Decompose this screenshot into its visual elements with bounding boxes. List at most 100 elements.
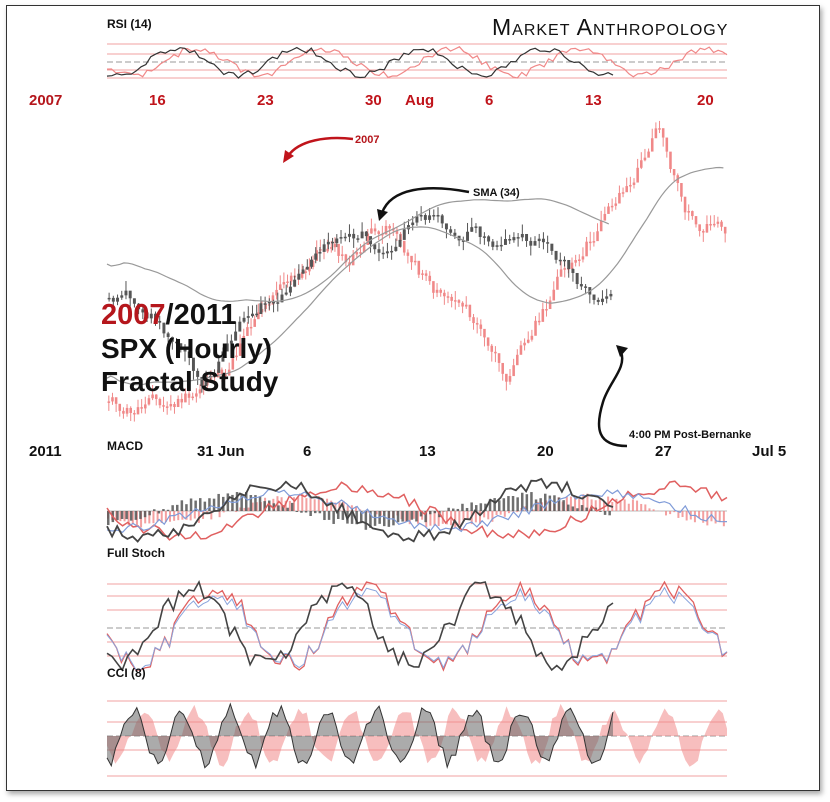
- candle-2007-bar: [548, 300, 552, 310]
- macd-hist-2011: [461, 503, 464, 511]
- candle-2011-bar: [533, 241, 537, 246]
- candle-2007-bar: [709, 224, 712, 226]
- stoch-2007-line: [106, 580, 728, 672]
- macd-hist-2007: [222, 511, 225, 513]
- top-axis-tick: Aug: [405, 92, 434, 109]
- macd-hist-2007: [503, 511, 506, 517]
- candle-2011-bar: [411, 222, 415, 226]
- macd-hist-2007: [693, 511, 696, 523]
- macd-hist-2007: [594, 500, 597, 511]
- sma-2011-line: [106, 198, 610, 303]
- macd-hist-2007: [412, 511, 415, 519]
- candle-2011-bar: [288, 286, 292, 293]
- stoch-panel: [106, 580, 728, 672]
- macd-hist-2007: [499, 511, 502, 515]
- candle-2011-bar: [310, 259, 313, 267]
- candle-2007-bar: [443, 292, 446, 297]
- macd-hist-2011: [212, 498, 216, 511]
- candle-2011-bar: [529, 240, 533, 246]
- candle-2007-bar: [534, 320, 537, 336]
- candle-2007-bar: [720, 221, 723, 227]
- candle-2007-bar: [191, 396, 194, 399]
- macd-hist-2007: [623, 499, 626, 511]
- macd-hist-2007: [586, 493, 589, 511]
- candle-2011-bar: [343, 236, 347, 239]
- candle-2007-bar: [574, 260, 577, 263]
- macd-hist-2007: [644, 504, 647, 511]
- candle-2007-bar: [264, 304, 267, 310]
- candle-2011-bar: [183, 348, 187, 352]
- candle-2007-bar: [111, 397, 114, 402]
- candle-2007-bar: [636, 167, 639, 183]
- macd-hist-2007: [445, 511, 448, 525]
- candle-2007-bar: [683, 196, 687, 213]
- candle-2011-bar: [373, 244, 377, 250]
- candle-2011-bar: [120, 295, 124, 298]
- arrow-sma: [380, 187, 470, 214]
- macd-hist-2011: [286, 507, 289, 511]
- candle-2011-bar: [280, 294, 284, 303]
- macd-hist-2007: [193, 511, 196, 519]
- macd-hist-2011: [521, 492, 524, 511]
- macd-hist-2007: [346, 505, 349, 511]
- macd-hist-2011: [249, 495, 253, 511]
- macd-hist-2007: [288, 500, 291, 511]
- candle-2007-bar: [114, 397, 118, 404]
- candle-2007-bar: [505, 373, 508, 382]
- macd-hist-2007: [408, 511, 411, 525]
- candle-2007-bar: [238, 343, 242, 356]
- candle-2011-bar: [141, 309, 145, 313]
- candle-2007-bar: [253, 319, 256, 327]
- candle-2011-bar: [145, 312, 149, 319]
- candle-2011-bar: [381, 252, 385, 255]
- candle-2011-bar: [461, 240, 465, 242]
- macd-2011-line: [106, 477, 614, 543]
- macd-hist-2011: [369, 511, 372, 528]
- candle-2007-bar: [330, 247, 333, 249]
- candle-2007-bar: [399, 233, 402, 241]
- macd-hist-2007: [681, 511, 684, 518]
- candle-2011-bar: [221, 351, 225, 362]
- macd-hist-2007: [714, 511, 717, 524]
- macd-hist-2007: [677, 511, 680, 518]
- candle-2007-bar: [421, 273, 424, 275]
- chart-title-line1: 2007/2011: [101, 299, 237, 331]
- arrow-bernanke-head: [616, 345, 628, 357]
- candle-2007-bar: [176, 398, 180, 408]
- macd-hist-2007: [532, 509, 535, 511]
- macd-hist-2007: [404, 511, 407, 522]
- macd-hist-2007: [251, 502, 254, 511]
- macd-hist-2011: [456, 508, 460, 511]
- macd-hist-2011: [396, 511, 400, 523]
- macd-hist-2007: [119, 511, 122, 522]
- macd-hist-2007: [305, 498, 308, 511]
- macd-hist-2011: [130, 511, 133, 521]
- macd-hist-2011: [341, 511, 345, 520]
- macd-hist-2011: [281, 505, 285, 511]
- candle-2007-bar: [133, 412, 136, 415]
- candle-2007-bar: [537, 320, 541, 323]
- candle-2011-bar: [263, 303, 267, 305]
- macd-hist-2007: [722, 511, 725, 527]
- candle-2007-bar: [454, 300, 457, 302]
- candle-2007-bar: [450, 296, 453, 301]
- macd-hist-2011: [498, 500, 501, 511]
- candle-2007-bar: [231, 355, 235, 370]
- candle-2011-bar: [225, 343, 229, 352]
- rsi-panel: [106, 43, 728, 79]
- candle-2007-bar: [669, 151, 672, 170]
- candle-2007-bar: [275, 289, 278, 296]
- macd-hist-2007: [131, 511, 134, 525]
- candle-2007-bar: [691, 211, 694, 217]
- macd-hist-2007: [164, 511, 167, 523]
- macd-hist-2007: [148, 511, 151, 524]
- macd-hist-2007: [669, 511, 672, 515]
- candle-2011-bar: [482, 236, 486, 238]
- candle-2007-bar: [187, 393, 191, 398]
- candle-2007-bar: [249, 326, 253, 329]
- candle-2007-bar: [625, 186, 628, 193]
- candle-2007-bar: [140, 407, 143, 409]
- candle-2007-bar: [486, 337, 490, 346]
- text-overlay: Market Anthropology RSI (14) MACD Full S…: [29, 14, 786, 680]
- macd-hist-2007: [330, 500, 333, 511]
